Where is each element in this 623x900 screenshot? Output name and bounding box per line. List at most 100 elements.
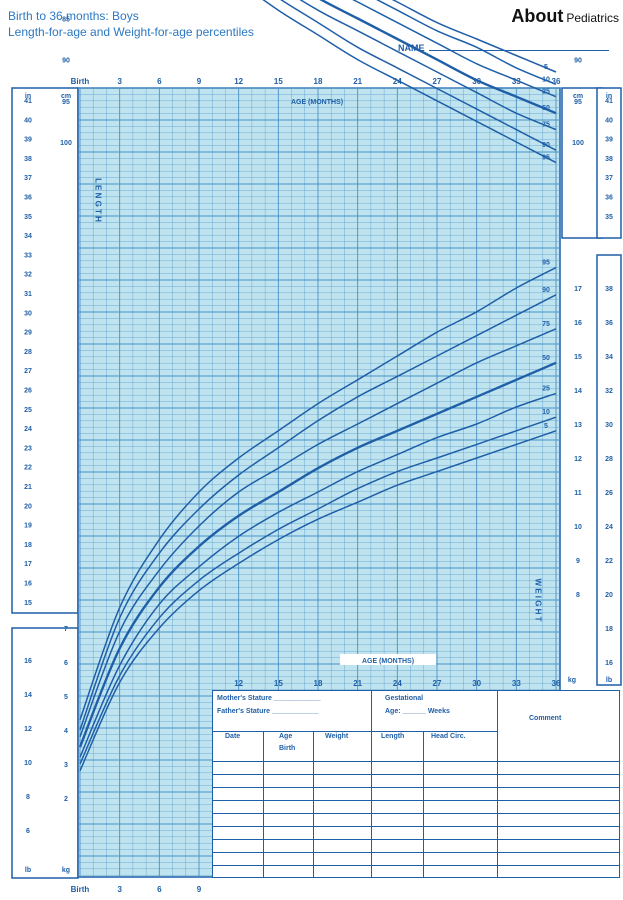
weight-kg-tick: 13 <box>574 422 582 429</box>
weight-percentile-label: 25 <box>542 385 550 392</box>
table-row[interactable] <box>213 774 619 775</box>
father-stature-field[interactable]: Father's Stature ____________ <box>217 708 319 715</box>
mother-stature-field[interactable]: Mother's Stature ____________ <box>217 695 321 702</box>
weight-lb-tick-lower: 12 <box>24 726 32 733</box>
col-date: Date <box>225 733 241 740</box>
age-tick-top: 3 <box>117 77 122 86</box>
age-label: Age: <box>385 708 401 715</box>
table-row[interactable] <box>213 813 619 814</box>
table-row[interactable] <box>213 787 619 788</box>
table-row[interactable] <box>213 865 619 866</box>
length-cm-tick: 100 <box>60 140 72 147</box>
length-in-tick: 25 <box>24 407 32 414</box>
length-in-tick: 19 <box>24 523 32 530</box>
weight-lb-tick-lower: 16 <box>24 658 32 665</box>
weight-lb-tick-lower: 8 <box>26 794 30 801</box>
table-row[interactable] <box>213 839 619 840</box>
length-in-tick: 40 <box>24 117 32 124</box>
length-in-tick: 32 <box>24 272 32 279</box>
age-tick-top: 27 <box>433 77 442 86</box>
weight-lb-tick-lower: 6 <box>26 828 30 835</box>
weight-kg-tick: 9 <box>576 558 580 565</box>
length-in-tick-right: 35 <box>605 214 613 221</box>
length-percentile-label: 75 <box>542 122 550 129</box>
table-row[interactable] <box>213 826 619 827</box>
weight-curve-p25 <box>79 392 557 758</box>
weight-lb-tick: 36 <box>605 320 613 327</box>
weight-lb-tick: 18 <box>605 626 613 633</box>
age-tick-top: 24 <box>393 77 402 86</box>
weight-curve-p5 <box>79 430 557 772</box>
length-in-tick: 37 <box>24 175 32 182</box>
weight-curve-p95 <box>79 266 557 721</box>
table-divider <box>371 691 372 877</box>
length-curve-p50 <box>319 0 557 115</box>
length-cm-tick-right: 90 <box>574 58 582 65</box>
weight-kg-tick-lower: 4 <box>64 728 68 735</box>
weight-kg-tick: 15 <box>574 354 582 361</box>
table-column-divider <box>313 731 314 877</box>
col-age: Age <box>279 733 293 740</box>
age-tick-lower: 30 <box>472 679 481 688</box>
name-field[interactable]: NAME <box>398 42 609 53</box>
length-cm-tick: 95 <box>62 99 70 106</box>
weight-kg-tick-lower: 7 <box>64 626 68 633</box>
length-in-tick: 36 <box>24 195 32 202</box>
weight-kg-tick: 17 <box>574 286 582 293</box>
weight-lb-tick: 30 <box>605 422 613 429</box>
length-in-tick: 38 <box>24 156 32 163</box>
table-row[interactable] <box>213 761 619 762</box>
weeks-label: Weeks <box>427 708 450 715</box>
unit-cm-label: cm <box>61 93 71 100</box>
chart-title-block: Birth to 36 months: Boys Length-for-age … <box>8 8 254 40</box>
age-tick-top: 36 <box>552 77 561 86</box>
age-tick-top: 9 <box>197 77 202 86</box>
age-tick-lower: 24 <box>393 679 402 688</box>
weight-lb-tick: 32 <box>605 388 613 395</box>
age-tick-lower: 21 <box>353 679 362 688</box>
gestational-age-field[interactable]: Age: ______ Weeks <box>385 708 450 715</box>
length-percentile-label: 50 <box>542 105 550 112</box>
weight-kg-tick: 14 <box>574 388 582 395</box>
weight-lb-tick-lower: 10 <box>24 760 32 767</box>
record-table: Mother's Stature ____________ Father's S… <box>212 690 620 878</box>
length-percentile-label: 10 <box>542 76 550 83</box>
length-in-tick: 15 <box>24 600 32 607</box>
weight-axis-label: W E I G H T <box>534 578 543 621</box>
unit-lb-label: lb <box>606 677 612 684</box>
age-tick-lower: 12 <box>234 679 243 688</box>
table-row[interactable] <box>213 800 619 801</box>
weight-lb-tick: 16 <box>605 660 613 667</box>
name-line[interactable] <box>428 42 609 51</box>
weight-curve-p50 <box>78 361 557 748</box>
weight-curve-p10 <box>79 416 557 765</box>
weight-kg-tick-lower: 5 <box>64 694 68 701</box>
length-scale-panel <box>11 87 79 614</box>
about-pediatrics-logo: About Pediatrics <box>511 6 619 27</box>
length-in-tick: 22 <box>24 465 32 472</box>
age-tick-top: 33 <box>512 77 521 86</box>
length-in-tick: 33 <box>24 252 32 259</box>
brand-section: Pediatrics <box>566 11 619 25</box>
table-rule <box>213 731 497 732</box>
length-curve-p75 <box>299 0 557 131</box>
weight-lb-tick: 24 <box>605 524 613 531</box>
length-curve-p90 <box>280 0 557 151</box>
length-scale-panel-right <box>561 87 603 239</box>
unit-lb-label-lower: lb <box>25 867 31 874</box>
weight-kg-tick: 16 <box>574 320 582 327</box>
length-cm-tick: 85 <box>62 16 70 23</box>
comment-header: Comment <box>529 715 562 722</box>
length-in-tick-right: 39 <box>605 137 613 144</box>
weight-percentile-label: 90 <box>542 287 550 294</box>
weight-lb-tick: 26 <box>605 490 613 497</box>
birth-row-label: Birth <box>279 745 296 752</box>
length-in-tick: 16 <box>24 581 32 588</box>
weight-kg-tick: 11 <box>574 490 582 497</box>
length-cm-tick-right: 95 <box>574 99 582 106</box>
weight-curve-p75 <box>79 328 557 738</box>
table-column-divider <box>423 731 424 877</box>
length-in-tick: 24 <box>24 426 32 433</box>
age-axis-label-bg <box>340 654 436 665</box>
table-row[interactable] <box>213 852 619 853</box>
